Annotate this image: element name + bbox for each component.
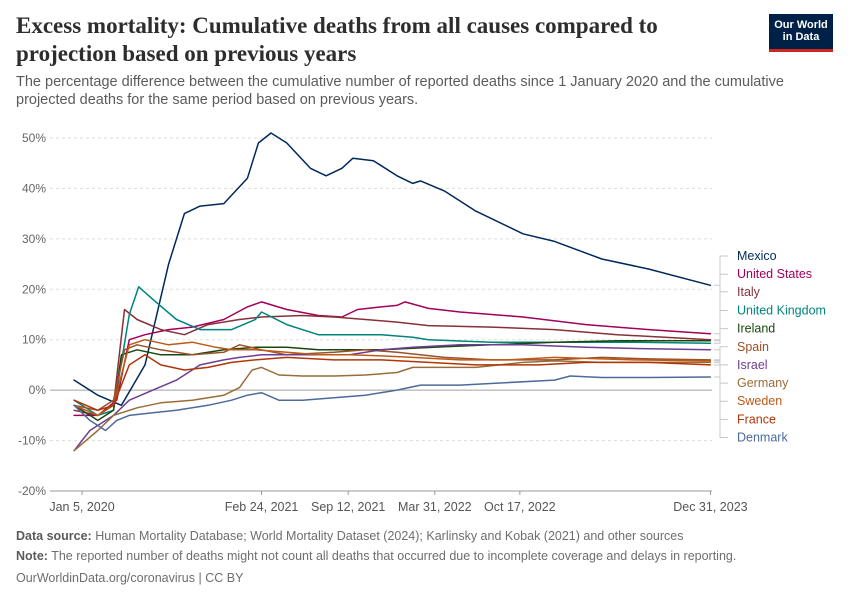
- data-source: Data source: Human Mortality Database; W…: [16, 528, 683, 544]
- legend-connector: [714, 328, 728, 342]
- legend-connector: [714, 364, 728, 420]
- legend-connector: [714, 346, 728, 361]
- legend-label-germany: Germany: [737, 376, 789, 390]
- note-text: The reported number of deaths might not …: [51, 549, 737, 563]
- chart-note: Note: The reported number of deaths migh…: [16, 548, 736, 564]
- y-tick-label: 0%: [29, 383, 47, 397]
- x-tick-label: Sep 12, 2021: [311, 500, 385, 514]
- legend-label-mexico: Mexico: [737, 249, 777, 263]
- logo-line1: Our World: [774, 19, 828, 31]
- note-label: Note:: [16, 549, 48, 563]
- x-tick-label: Jan 5, 2020: [49, 500, 114, 514]
- owid-logo[interactable]: Our World in Data: [769, 14, 833, 52]
- legend-connector: [714, 255, 728, 286]
- series-line-united-states: [73, 301, 712, 417]
- chart-title: Excess mortality: Cumulative deaths from…: [16, 13, 658, 66]
- series-line-mexico: [73, 132, 712, 407]
- data-source-text: Human Mortality Database; World Mortalit…: [95, 529, 684, 543]
- series-line-sweden: [73, 338, 712, 417]
- legend-connector: [714, 310, 728, 344]
- legend-label-united-states: United States: [737, 267, 812, 281]
- y-tick-label: 10%: [22, 333, 46, 347]
- series-line-italy: [73, 308, 712, 417]
- series-line-spain: [73, 344, 712, 412]
- x-tick-label: Feb 24, 2021: [225, 500, 299, 514]
- legend-label-spain: Spain: [737, 340, 769, 354]
- y-tick-label: 50%: [22, 131, 46, 145]
- legend-label-ireland: Ireland: [737, 322, 775, 336]
- series-line-germany: [73, 360, 712, 452]
- series-line-israel: [73, 344, 712, 452]
- legend-connector: [714, 291, 728, 341]
- legend-connector: [714, 349, 728, 366]
- data-source-label: Data source:: [16, 529, 92, 543]
- legend-label-france: France: [737, 412, 776, 426]
- legend-label-italy: Italy: [737, 285, 761, 299]
- legend-label-united-kingdom: United Kingdom: [737, 303, 826, 317]
- y-tick-label: -10%: [18, 434, 46, 448]
- y-tick-label: 40%: [22, 181, 46, 195]
- x-tick-label: Mar 31, 2022: [398, 500, 472, 514]
- logo-line2: in Data: [782, 31, 820, 43]
- series-line-united-kingdom: [73, 286, 712, 417]
- y-tick-label: -20%: [18, 484, 46, 498]
- legend-connector: [714, 360, 728, 402]
- series-line-france: [73, 354, 712, 412]
- y-tick-label: 30%: [22, 232, 46, 246]
- legend-label-israel: Israel: [737, 358, 768, 372]
- legend-connector: [714, 273, 728, 335]
- chart-subtitle: The percentage difference between the cu…: [16, 74, 784, 108]
- series-line-denmark: [73, 375, 712, 432]
- legend-label-sweden: Sweden: [737, 394, 782, 408]
- x-tick-label: Oct 17, 2022: [484, 500, 556, 514]
- legend-connector: [714, 376, 728, 438]
- y-tick-label: 20%: [22, 282, 46, 296]
- credit-link[interactable]: OurWorldinData.org/coronavirus | CC BY: [16, 571, 244, 585]
- legend-label-denmark: Denmark: [737, 431, 788, 445]
- legend-connector: [714, 361, 728, 384]
- x-tick-label: Dec 31, 2023: [673, 500, 747, 514]
